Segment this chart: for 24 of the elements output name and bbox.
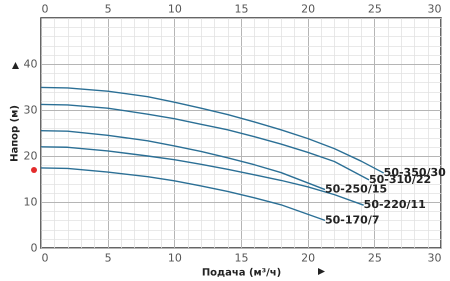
y-tick-label: 20 — [24, 150, 38, 162]
x2-tick-label: 30 — [428, 2, 442, 16]
series-label: 50-250/15 — [325, 182, 388, 196]
x-tick-label: 5 — [104, 252, 112, 264]
x2-tick-label: 25 — [368, 2, 382, 16]
x2-tick-label: 10 — [168, 2, 182, 16]
y-tick-label: 0 — [30, 242, 38, 254]
x2-tick-label: 20 — [301, 2, 316, 16]
series-label: 50-220/11 — [364, 198, 426, 212]
x2-tick-label: 15 — [234, 2, 248, 16]
y-axis-title: Напор (м) — [10, 105, 21, 162]
x2-tick-label: 5 — [104, 2, 112, 16]
x2-tick-label: 0 — [42, 2, 48, 16]
y-tick-label: 30 — [24, 104, 38, 116]
x-tick-label: 10 — [168, 252, 182, 264]
series-label: 50-170/7 — [325, 213, 380, 226]
x-tick-label: 0 — [42, 252, 48, 264]
x-axis-title: Подача (м³/ч) — [202, 268, 282, 278]
x-tick-label: 30 — [428, 252, 442, 264]
x-tick-label: 15 — [234, 252, 248, 264]
x-tick-label: 25 — [368, 252, 382, 264]
y-tick-label: 10 — [24, 196, 38, 208]
y-tick-label: 40 — [24, 58, 38, 70]
x-tick-label: 20 — [301, 252, 316, 264]
